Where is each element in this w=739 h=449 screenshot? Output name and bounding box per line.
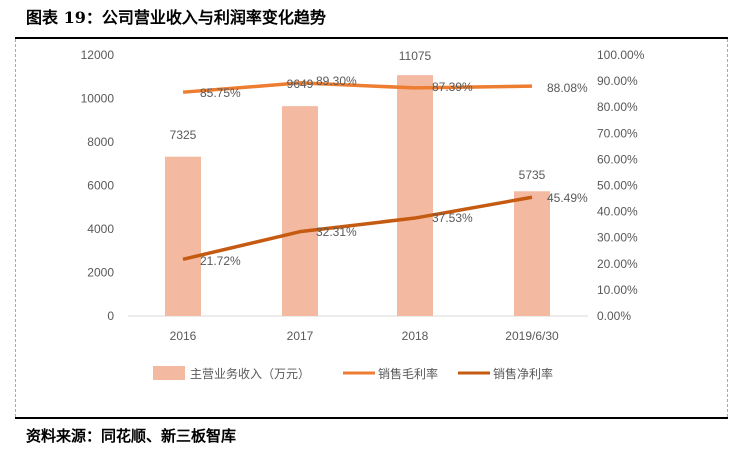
revenue-bar xyxy=(282,106,318,316)
gross-margin-label: 89.30% xyxy=(316,74,357,88)
right-tick-label: 80.00% xyxy=(597,100,638,114)
legend-swatch-revenue xyxy=(153,366,185,380)
right-tick-label: 90.00% xyxy=(597,74,638,88)
left-tick-label: 6000 xyxy=(87,179,114,193)
category-label: 2016 xyxy=(170,329,197,343)
revenue-bar xyxy=(397,75,433,317)
bar-data-label: 11075 xyxy=(399,49,432,63)
gross-margin-label: 87.39% xyxy=(432,80,473,94)
right-tick-label: 40.00% xyxy=(597,205,638,219)
gross-margin-label: 85.75% xyxy=(200,86,241,100)
legend-label-net: 销售净利率 xyxy=(493,366,553,381)
right-tick-label: 60.00% xyxy=(597,152,638,166)
right-tick-label: 0.00% xyxy=(597,309,631,323)
net-margin-label: 37.53% xyxy=(432,211,473,225)
right-tick-label: 50.00% xyxy=(597,179,638,193)
legend-label-revenue: 主营业务收入（万元） xyxy=(190,366,310,381)
right-tick-label: 100.00% xyxy=(597,48,645,62)
category-label: 2017 xyxy=(287,329,314,343)
right-tick-label: 30.00% xyxy=(597,231,638,245)
category-label: 2018 xyxy=(402,329,429,343)
revenue-bar xyxy=(514,191,550,316)
gross-margin-line xyxy=(182,81,533,94)
right-tick-label: 20.00% xyxy=(597,257,638,271)
net-margin-label: 32.31% xyxy=(316,225,357,239)
net-margin-line xyxy=(182,195,533,262)
left-tick-label: 12000 xyxy=(81,48,115,62)
left-tick-label: 4000 xyxy=(87,222,114,236)
left-tick-label: 0 xyxy=(107,309,114,323)
left-tick-label: 2000 xyxy=(87,266,114,280)
top-rule xyxy=(15,37,728,39)
bar-data-label: 9649 xyxy=(287,77,314,91)
left-tick-label: 8000 xyxy=(87,135,114,149)
right-tick-label: 70.00% xyxy=(597,126,638,140)
legend-label-gross: 销售毛利率 xyxy=(378,366,438,381)
net-margin-label: 21.72% xyxy=(200,254,241,268)
left-tick-label: 10000 xyxy=(81,92,115,106)
net-margin-label: 45.49% xyxy=(547,191,588,205)
gross-margin-label: 88.08% xyxy=(547,81,588,95)
figure-title: 图表 19：公司营业收入与利润率变化趋势 xyxy=(26,8,326,27)
bottom-rule xyxy=(15,417,728,419)
bar-data-label: 7325 xyxy=(170,128,197,142)
chart-frame xyxy=(15,39,728,417)
category-label: 2019/6/30 xyxy=(505,329,559,343)
source-note: 资料来源：同花顺、新三板智库 xyxy=(26,427,237,445)
right-tick-label: 10.00% xyxy=(597,283,638,297)
bar-data-label: 5735 xyxy=(519,168,546,182)
revenue-bar xyxy=(165,156,201,316)
